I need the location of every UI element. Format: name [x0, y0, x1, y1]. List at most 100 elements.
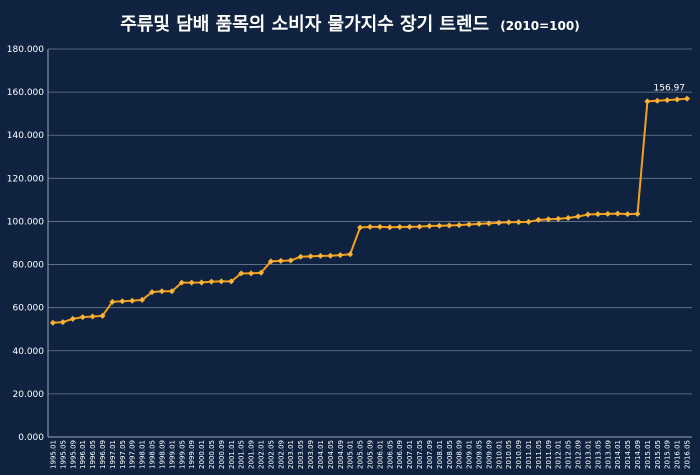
data-point [267, 258, 274, 265]
data-point [584, 211, 591, 218]
x-tick-label: 1995.01 [49, 440, 57, 469]
data-point [228, 278, 235, 285]
data-point [386, 224, 393, 231]
x-tick-label: 2004.05 [327, 440, 335, 469]
x-tick-label: 2004.09 [337, 440, 345, 469]
x-tick-label: 2014.05 [624, 440, 632, 469]
data-point [287, 257, 294, 264]
data-point [188, 279, 195, 286]
y-tick-label: 180.000 [7, 45, 44, 55]
data-point [406, 223, 413, 230]
x-tick-label: 2000.09 [218, 440, 226, 469]
data-point [168, 288, 175, 295]
series-line [52, 97, 688, 324]
gridlines [47, 48, 692, 438]
x-tick-label: 1996.01 [79, 440, 87, 469]
data-point [208, 278, 215, 285]
data-point [525, 218, 532, 225]
chart-title-main: 주류및 담배 품목의 소비자 물가지수 장기 트렌드 [120, 14, 489, 35]
data-point [258, 269, 265, 276]
x-tick-label: 2009.05 [475, 440, 483, 469]
x-tick-label: 2005.01 [347, 440, 355, 469]
data-point [485, 220, 492, 227]
data-point [634, 210, 641, 217]
data-point [119, 298, 126, 305]
y-tick-label: 40.000 [13, 347, 45, 357]
x-tick-label: 2010.09 [515, 440, 523, 469]
x-tick-label: 2004.01 [317, 440, 325, 469]
x-tick-label: 1996.05 [89, 440, 97, 469]
x-tick-label: 1998.05 [149, 440, 157, 469]
data-point [604, 210, 611, 217]
data-point [178, 279, 185, 286]
x-tick-label: 2016.05 [684, 440, 692, 469]
x-tick-label: 1996.09 [99, 440, 107, 469]
x-tick-label: 1997.05 [119, 440, 127, 469]
x-tick-label: 2012.01 [555, 440, 563, 469]
x-tick-label: 1997.09 [129, 440, 137, 469]
x-tick-label: 2003.09 [307, 440, 315, 469]
data-point [515, 219, 522, 226]
data-point [495, 219, 502, 226]
x-tick-label: 2015.05 [654, 440, 662, 469]
data-point [347, 251, 354, 258]
x-tick-label: 1995.09 [69, 440, 77, 469]
data-point [535, 216, 542, 223]
x-tick-label: 2000.01 [198, 440, 206, 469]
x-tick-label: 2013.05 [594, 440, 602, 469]
x-tick-label: 2000.05 [208, 440, 216, 469]
data-point [456, 222, 463, 229]
x-tick-label: 1995.05 [59, 440, 67, 469]
x-tick-label: 1999.05 [178, 440, 186, 469]
data-label-layer: 156.97 [654, 84, 686, 94]
x-tick-label: 2015.01 [644, 440, 652, 469]
y-tick-label: 160.000 [7, 88, 44, 98]
x-tick-label: 2014.01 [614, 440, 622, 469]
x-tick-label: 2008.09 [456, 440, 464, 469]
chart-title: 주류및 담배 품목의 소비자 물가지수 장기 트렌드 (2010=100) [120, 14, 579, 35]
x-tick-label: 2001.05 [238, 440, 246, 469]
x-tick-label: 2006.01 [376, 440, 384, 469]
x-tick-label: 2002.01 [258, 440, 266, 469]
y-tick-label: 0.000 [18, 433, 44, 443]
last-point-data-label: 156.97 [654, 84, 686, 94]
data-point [357, 224, 364, 231]
x-tick-label: 2015.09 [664, 440, 672, 469]
x-tick-label: 2009.09 [485, 440, 493, 469]
data-point [416, 223, 423, 230]
data-point [297, 253, 304, 260]
marker-layer [49, 95, 691, 326]
data-point [565, 214, 572, 221]
x-tick-label: 1998.09 [158, 440, 166, 469]
data-point [654, 97, 661, 104]
data-point [277, 257, 284, 264]
x-tick-label: 2016.01 [674, 440, 682, 469]
data-point [505, 219, 512, 226]
data-point [238, 270, 245, 277]
data-point [396, 224, 403, 231]
data-point [198, 279, 205, 286]
x-axis-ticks: 1995.01 1995.05 1995.09 1996.01 1996.05 1996.… [49, 440, 691, 469]
data-point [139, 296, 146, 303]
data-point [594, 211, 601, 218]
x-tick-label: 2008.01 [436, 440, 444, 469]
data-point [248, 270, 255, 277]
data-point [367, 223, 373, 230]
data-point [59, 319, 66, 326]
data-point [149, 289, 156, 296]
y-tick-label: 20.000 [13, 390, 45, 400]
x-tick-label: 2012.05 [565, 440, 573, 469]
x-tick-label: 1999.09 [188, 440, 196, 469]
data-point [664, 97, 671, 104]
data-point [624, 211, 631, 218]
data-point [79, 314, 86, 321]
x-tick-label: 2011.05 [535, 440, 543, 469]
data-point [307, 253, 314, 260]
x-tick-label: 1997.01 [109, 440, 117, 469]
x-tick-label: 2005.05 [357, 440, 365, 469]
data-point [614, 210, 621, 217]
data-point [555, 215, 562, 222]
x-tick-label: 2009.01 [466, 440, 474, 469]
x-tick-label: 1999.01 [168, 440, 176, 469]
